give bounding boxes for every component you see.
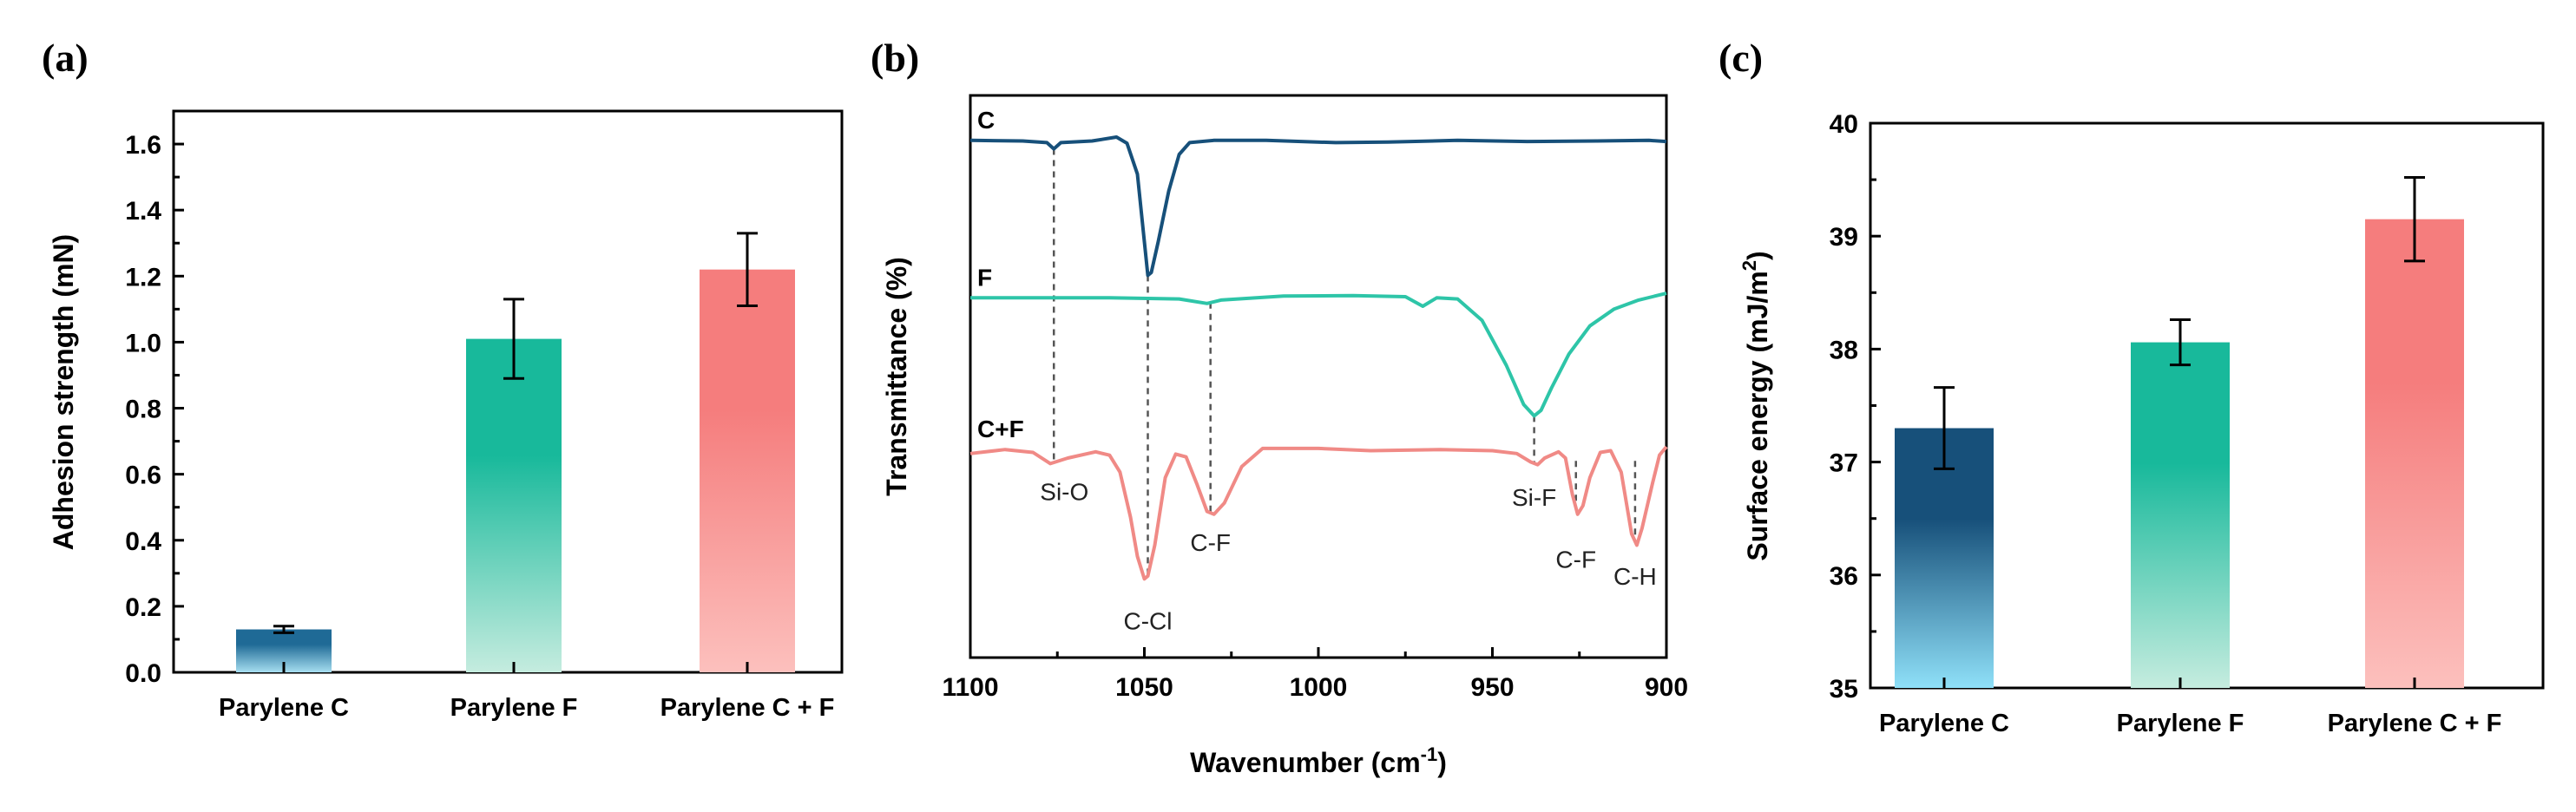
series-label: C+F: [977, 416, 1024, 442]
y-tick-label: 35: [1830, 675, 1858, 704]
series-label: C: [977, 107, 995, 134]
x-tick-label: 900: [1645, 673, 1688, 702]
y-tick-label: 1.0: [125, 329, 161, 357]
bar-parylene-c: [1895, 428, 1994, 688]
x-axis-title-b: Wavenumber (cm-1): [1190, 743, 1447, 778]
peak-label: C-Cl: [1124, 608, 1173, 635]
x-axis-title-b-end: ): [1437, 747, 1447, 778]
y-axis-title-c-main: Surface energy (mJ/m: [1742, 271, 1773, 560]
error-bar: [273, 625, 294, 634]
bars-a: [236, 232, 795, 672]
spectrum-c-f: [969, 445, 1668, 581]
spectrum-c: [969, 135, 1667, 278]
bar-parylene-c-f: [2365, 219, 2464, 689]
spectra: [969, 135, 1668, 581]
y-axis-title-b: Transmittance (%): [881, 257, 912, 496]
ftir-spectrum-chart: (b) 1100 1050 1000 950 900 C F C+F Si-O C-Cl C-F…: [871, 36, 1688, 778]
bars-c: [1895, 175, 2464, 689]
y-tick-label: 0.2: [125, 593, 161, 622]
bar-parylene-f: [466, 338, 562, 672]
panel-c-label: (c): [1718, 36, 1763, 80]
peak-label: C-F: [1555, 546, 1596, 573]
bar-parylene-f: [2131, 342, 2230, 688]
x-axis-title-b-sup: -1: [1421, 743, 1438, 765]
plot-frame-b: [969, 94, 1668, 659]
y-axis-c: 35 36 37 38 39 40: [1830, 110, 1881, 704]
y-tick-label: 38: [1830, 336, 1858, 364]
series-labels: C F C+F: [977, 107, 1024, 442]
peak-label: C-F: [1190, 529, 1231, 556]
spectrum-f: [970, 291, 1667, 418]
x-tick-label: 1100: [942, 673, 998, 702]
peak-label: Si-O: [1040, 479, 1088, 506]
y-tick-label: 0.6: [125, 462, 161, 490]
y-axis-title-c-sup: 2: [1738, 260, 1760, 271]
peak-guides: [1052, 148, 1637, 577]
y-axis-title-c-end: ): [1742, 251, 1773, 260]
x-axis-b: 1100 1050 1000 950 900: [942, 647, 1688, 702]
y-tick-label: 1.4: [125, 197, 161, 226]
x-axis-c: Parylene C Parylene F Parylene C + F: [1879, 678, 2501, 737]
y-axis-a: 0.0 0.2 0.4 0.6 0.8 1.0 1.2 1.4 1.6: [125, 131, 184, 688]
x-axis-a: Parylene C Parylene F Parylene C + F: [219, 662, 834, 722]
adhesion-strength-chart: (a) 0.0 0.2 0.4 0.6 0.8 1.0 1.2 1.4 1.6 Parylene…: [42, 36, 844, 722]
error-bar: [2404, 175, 2425, 263]
category-label: Parylene F: [450, 694, 578, 722]
y-tick-label: 39: [1830, 223, 1858, 252]
x-axis-title-b-main: Wavenumber (cm: [1190, 747, 1421, 778]
category-label: Parylene C: [1879, 710, 2009, 737]
y-tick-label: 0.4: [125, 527, 161, 556]
y-tick-label: 1.6: [125, 131, 161, 160]
y-tick-label: 0.8: [125, 396, 161, 424]
panel-a-label: (a): [42, 36, 89, 80]
error-bar: [503, 298, 524, 380]
peak-label: C-H: [1613, 563, 1657, 590]
category-label: Parylene C + F: [2328, 710, 2502, 737]
y-tick-label: 37: [1830, 449, 1858, 478]
y-tick-label: 1.2: [125, 263, 161, 291]
category-label: Parylene C: [219, 694, 349, 722]
category-label: Parylene F: [2117, 710, 2244, 737]
y-tick-label: 40: [1830, 110, 1858, 139]
x-tick-label: 1050: [1115, 673, 1173, 702]
y-axis-title-a: Adhesion strength (mN): [48, 234, 79, 550]
y-axis-title-c: Surface energy (mJ/m2): [1738, 251, 1773, 560]
panel-b-label: (b): [871, 36, 919, 80]
error-bar: [2170, 318, 2191, 367]
error-bar: [1934, 386, 1955, 470]
peak-labels: Si-O C-Cl C-F Si-F C-F C-H: [1040, 479, 1657, 635]
x-tick-label: 950: [1470, 673, 1514, 702]
y-tick-label: 0.0: [125, 659, 161, 688]
category-label: Parylene C + F: [660, 694, 835, 722]
series-label: F: [977, 264, 992, 291]
x-tick-label: 1000: [1290, 673, 1348, 702]
peak-label: Si-F: [1512, 484, 1556, 511]
bar-parylene-c-f: [700, 269, 795, 672]
error-bar: [737, 232, 758, 308]
y-tick-label: 36: [1830, 562, 1858, 591]
